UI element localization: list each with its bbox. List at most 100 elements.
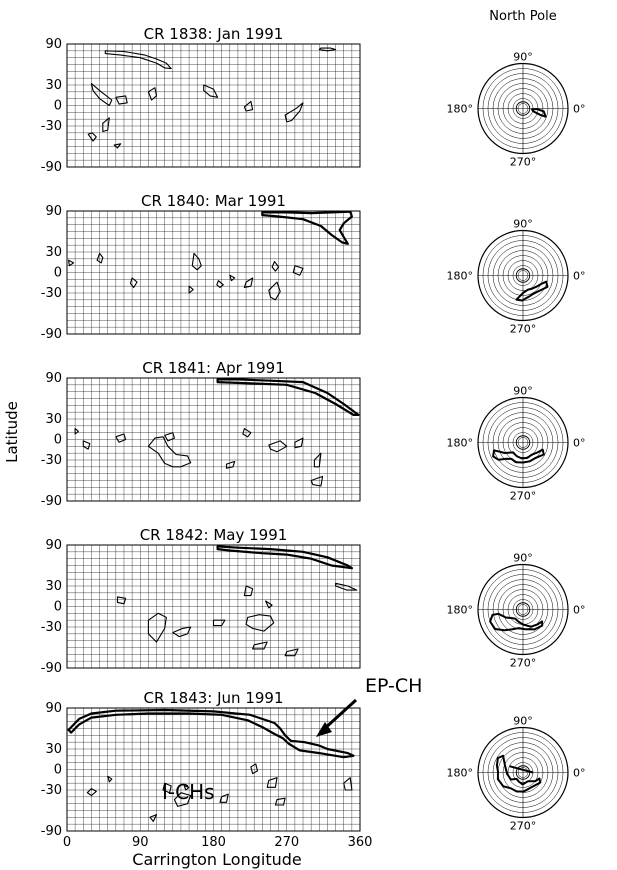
map-frame — [66, 210, 361, 335]
polar-hole-contour — [509, 765, 534, 774]
coronal-hole-contour — [229, 274, 236, 282]
panel-1: CR 1838: Jan 1991 -90 -30 0 30 90 90° 270° 180° 0… — [41, 25, 586, 175]
y-tick-label: 90 — [45, 37, 62, 52]
coronal-hole-contour — [268, 281, 281, 301]
polar-angle-label: 270° — [510, 490, 537, 503]
polar-angle-label: 90° — [513, 51, 533, 64]
polar-angle-label: 90° — [513, 385, 533, 398]
coronal-hole-contour — [335, 582, 358, 591]
coronal-hole-contour — [245, 614, 275, 632]
coronal-hole-contour — [129, 277, 138, 289]
polar-angle-label: 180° — [447, 604, 474, 617]
polar-angle-label: 0° — [573, 103, 586, 116]
panel-4: CR 1842: May 1991 -90 -30 0 30 90 90° 270° 180° 0… — [41, 526, 586, 676]
coronal-hole-contour — [188, 285, 194, 294]
coronal-hole-contour — [268, 440, 288, 453]
map-grid — [67, 211, 360, 334]
polar-hole-contour — [495, 754, 542, 793]
y-tick-label: -30 — [41, 119, 62, 134]
polar-plot: 90° 270° 180° 0° — [447, 218, 586, 336]
coronal-hole-contour — [164, 432, 175, 442]
panel-3: CR 1841: Apr 1991 -90 -30 0 30 90 90° 270° 180° 0… — [41, 359, 586, 509]
coronal-hole-contour — [212, 619, 226, 627]
coronal-hole-contour — [173, 792, 192, 807]
coronal-hole-contour — [310, 475, 324, 487]
coronal-hole-contour — [243, 100, 254, 112]
polar-angle-label: 0° — [573, 767, 586, 780]
y-tick-label: 30 — [45, 579, 62, 594]
coronal-hole-contour — [216, 545, 353, 570]
coronal-hole-contour — [113, 143, 122, 149]
y-tick-label: 0 — [54, 266, 62, 281]
coronal-hole-contour — [292, 265, 304, 276]
y-tick-label: 30 — [45, 78, 62, 93]
coronal-hole-contour — [183, 785, 190, 791]
y-axis-label: Latitude — [3, 401, 21, 463]
coronal-hole-contour — [284, 648, 299, 657]
polar-hole-contour — [489, 612, 544, 632]
coronal-hole-contour — [147, 612, 167, 643]
y-tick-label: 30 — [45, 742, 62, 757]
map-frame — [66, 544, 361, 669]
y-tick-label: -90 — [41, 494, 62, 509]
coronal-hole-contour — [343, 777, 353, 791]
polar-angle-label: 270° — [510, 820, 537, 833]
polar-plot: 90° 270° 180° 0° — [447, 385, 586, 503]
ep-ch-label: EP-CH — [365, 675, 422, 697]
y-tick-label: 90 — [45, 204, 62, 219]
coronal-hole-contour — [294, 437, 304, 449]
panel-title: CR 1840: Mar 1991 — [141, 192, 286, 210]
map-grid — [67, 708, 360, 831]
x-tick-label: 270 — [274, 835, 299, 850]
polar-angle-label: 180° — [447, 270, 474, 283]
polar-angle-label: 0° — [573, 437, 586, 450]
coronal-hole-contour — [243, 585, 254, 597]
polar-plot: 90° 270° 180° 0° — [447, 715, 586, 833]
polar-angle-label: 90° — [513, 715, 533, 728]
coronal-hole-contour — [216, 280, 224, 289]
y-tick-label: -30 — [41, 453, 62, 468]
coronal-hole-contour — [162, 782, 172, 794]
coronal-hole-contour — [147, 436, 192, 468]
coronal-hole-contour — [87, 132, 97, 142]
y-tick-label: -30 — [41, 783, 62, 798]
polar-angle-label: 180° — [447, 767, 474, 780]
annotations: EP-CH I-CHs — [162, 675, 422, 804]
coronal-hole-contour — [107, 775, 113, 783]
y-tick-label: 0 — [54, 433, 62, 448]
i-chs-label: I-CHs — [162, 780, 215, 804]
polar-angle-label: 270° — [510, 323, 537, 336]
polar-hole-contour — [492, 448, 545, 464]
map-frame — [66, 377, 361, 502]
panel-title: CR 1841: Apr 1991 — [142, 359, 285, 377]
y-tick-label: -90 — [41, 824, 62, 839]
x-tick-label: 360 — [348, 835, 373, 850]
coronal-hole-contour — [86, 788, 97, 797]
coronal-hole-contour — [313, 452, 322, 468]
panel-title: CR 1842: May 1991 — [140, 526, 288, 544]
coronal-hole-contour — [96, 252, 104, 264]
polar-angle-label: 0° — [573, 604, 586, 617]
coronal-hole-contour — [115, 95, 128, 105]
map-frame — [66, 707, 361, 832]
coronal-hole-contour — [172, 626, 192, 638]
polar-plot: 90° 270° 180° 0° — [447, 552, 586, 670]
polar-angle-label: 180° — [447, 103, 474, 116]
y-tick-label: -30 — [41, 620, 62, 635]
y-tick-label: 0 — [54, 99, 62, 114]
y-tick-label: 90 — [45, 371, 62, 386]
ep-ch-arrow — [321, 698, 358, 732]
polar-angle-label: 90° — [513, 218, 533, 231]
y-tick-label: -90 — [41, 327, 62, 342]
y-tick-label: 0 — [54, 763, 62, 778]
polar-hole-contour — [531, 108, 547, 118]
y-tick-label: -90 — [41, 160, 62, 175]
coronal-hole-contour — [266, 777, 278, 788]
coronal-hole-contour — [74, 428, 79, 435]
map-grid — [67, 44, 360, 167]
polar-angle-label: 0° — [573, 270, 586, 283]
coronal-hole-contour — [116, 596, 127, 605]
coronal-hole-contour — [318, 47, 337, 52]
polar-hole-contour — [515, 280, 549, 302]
panel-5: CR 1843: Jun 1991 -90 -30 0 30 90 0 90 180 270 360… — [41, 689, 586, 850]
